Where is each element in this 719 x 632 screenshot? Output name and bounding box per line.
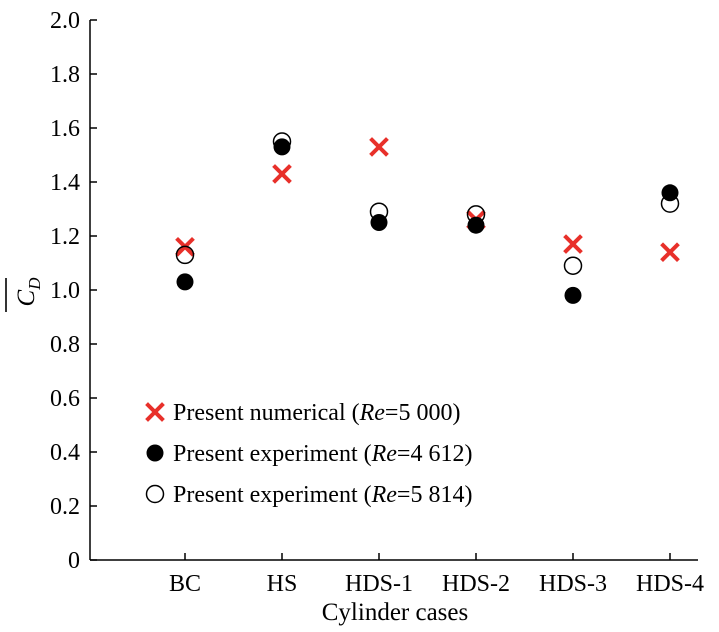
data-marks <box>175 132 680 304</box>
axes <box>89 20 698 561</box>
data-point-exp5814 <box>466 205 486 224</box>
series-numerical <box>175 137 680 263</box>
data-point-exp5814 <box>175 245 195 265</box>
legend-marker-numerical <box>145 402 165 422</box>
y-tick-label: 0.2 <box>50 494 80 520</box>
y-tick-label: 0.4 <box>50 440 80 466</box>
legend-marker-exp4612 <box>146 444 164 462</box>
data-point-exp5814 <box>660 194 680 213</box>
y-tick-label: 1.2 <box>50 224 80 250</box>
legend-label: Present numerical (Re=5 000) <box>173 400 460 426</box>
data-point-exp4612 <box>564 286 582 304</box>
y-tick-label: 1.6 <box>50 116 80 142</box>
y-axis-title: CD <box>5 277 44 312</box>
y-tick-label: 1.0 <box>50 278 80 304</box>
legend-label: Present experiment (Re=4 612) <box>173 441 472 467</box>
x-tick-label: HDS-3 <box>539 571 607 597</box>
y-tick-label: 0 <box>68 548 80 574</box>
legend-item-exp4612: Present experiment (Re=4 612) <box>146 441 472 467</box>
legend-label: Present experiment (Re=5 814) <box>173 482 472 508</box>
x-tick-label: BC <box>169 571 201 597</box>
data-point-exp5814 <box>563 256 583 275</box>
data-point-exp4612 <box>661 184 679 202</box>
legend-item-numerical: Present numerical (Re=5 000) <box>145 400 460 426</box>
x-tick-label: HDS-2 <box>442 571 510 597</box>
x-tick-label: HDS-1 <box>345 571 413 597</box>
svg-text:CD: CD <box>13 277 44 307</box>
data-point-numerical <box>563 234 583 254</box>
data-point-exp4612 <box>273 138 291 156</box>
data-point-numerical <box>660 242 680 263</box>
data-point-exp5814 <box>272 132 292 151</box>
x-axis-title: Cylinder cases <box>322 599 468 626</box>
data-point-exp5814 <box>369 202 389 221</box>
x-ticks: BC HS HDS-1 HDS-2 HDS-3 HDS-4 <box>169 553 704 597</box>
legend-item-exp5814: Present experiment (Re=5 814) <box>145 482 472 508</box>
data-point-numerical <box>369 137 389 157</box>
y-tick-label: 1.4 <box>50 170 80 196</box>
data-point-exp4612 <box>370 214 388 231</box>
data-point-numerical <box>272 164 292 184</box>
x-tick-label: HS <box>267 571 298 597</box>
data-point-exp4612 <box>467 216 485 234</box>
legend-marker-exp5814 <box>145 484 165 504</box>
y-ticks: 0 0.2 0.4 0.6 0.8 1.0 1.2 1.4 1.6 1.8 2.0 <box>50 8 97 574</box>
legend: Present numerical (Re=5 000) Present expe… <box>145 400 472 508</box>
data-point-exp4612 <box>176 273 194 291</box>
y-tick-label: 1.8 <box>50 62 80 88</box>
y-axis-title-main: C <box>13 289 40 306</box>
x-tick-label: HDS-4 <box>636 571 704 597</box>
y-tick-label: 0.6 <box>50 386 80 412</box>
series-exp5814 <box>175 132 680 275</box>
y-tick-label: 2.0 <box>50 8 80 34</box>
y-axis-title-sub: D <box>25 277 44 291</box>
y-tick-label: 0.8 <box>50 332 80 358</box>
series-exp4612 <box>176 138 679 304</box>
